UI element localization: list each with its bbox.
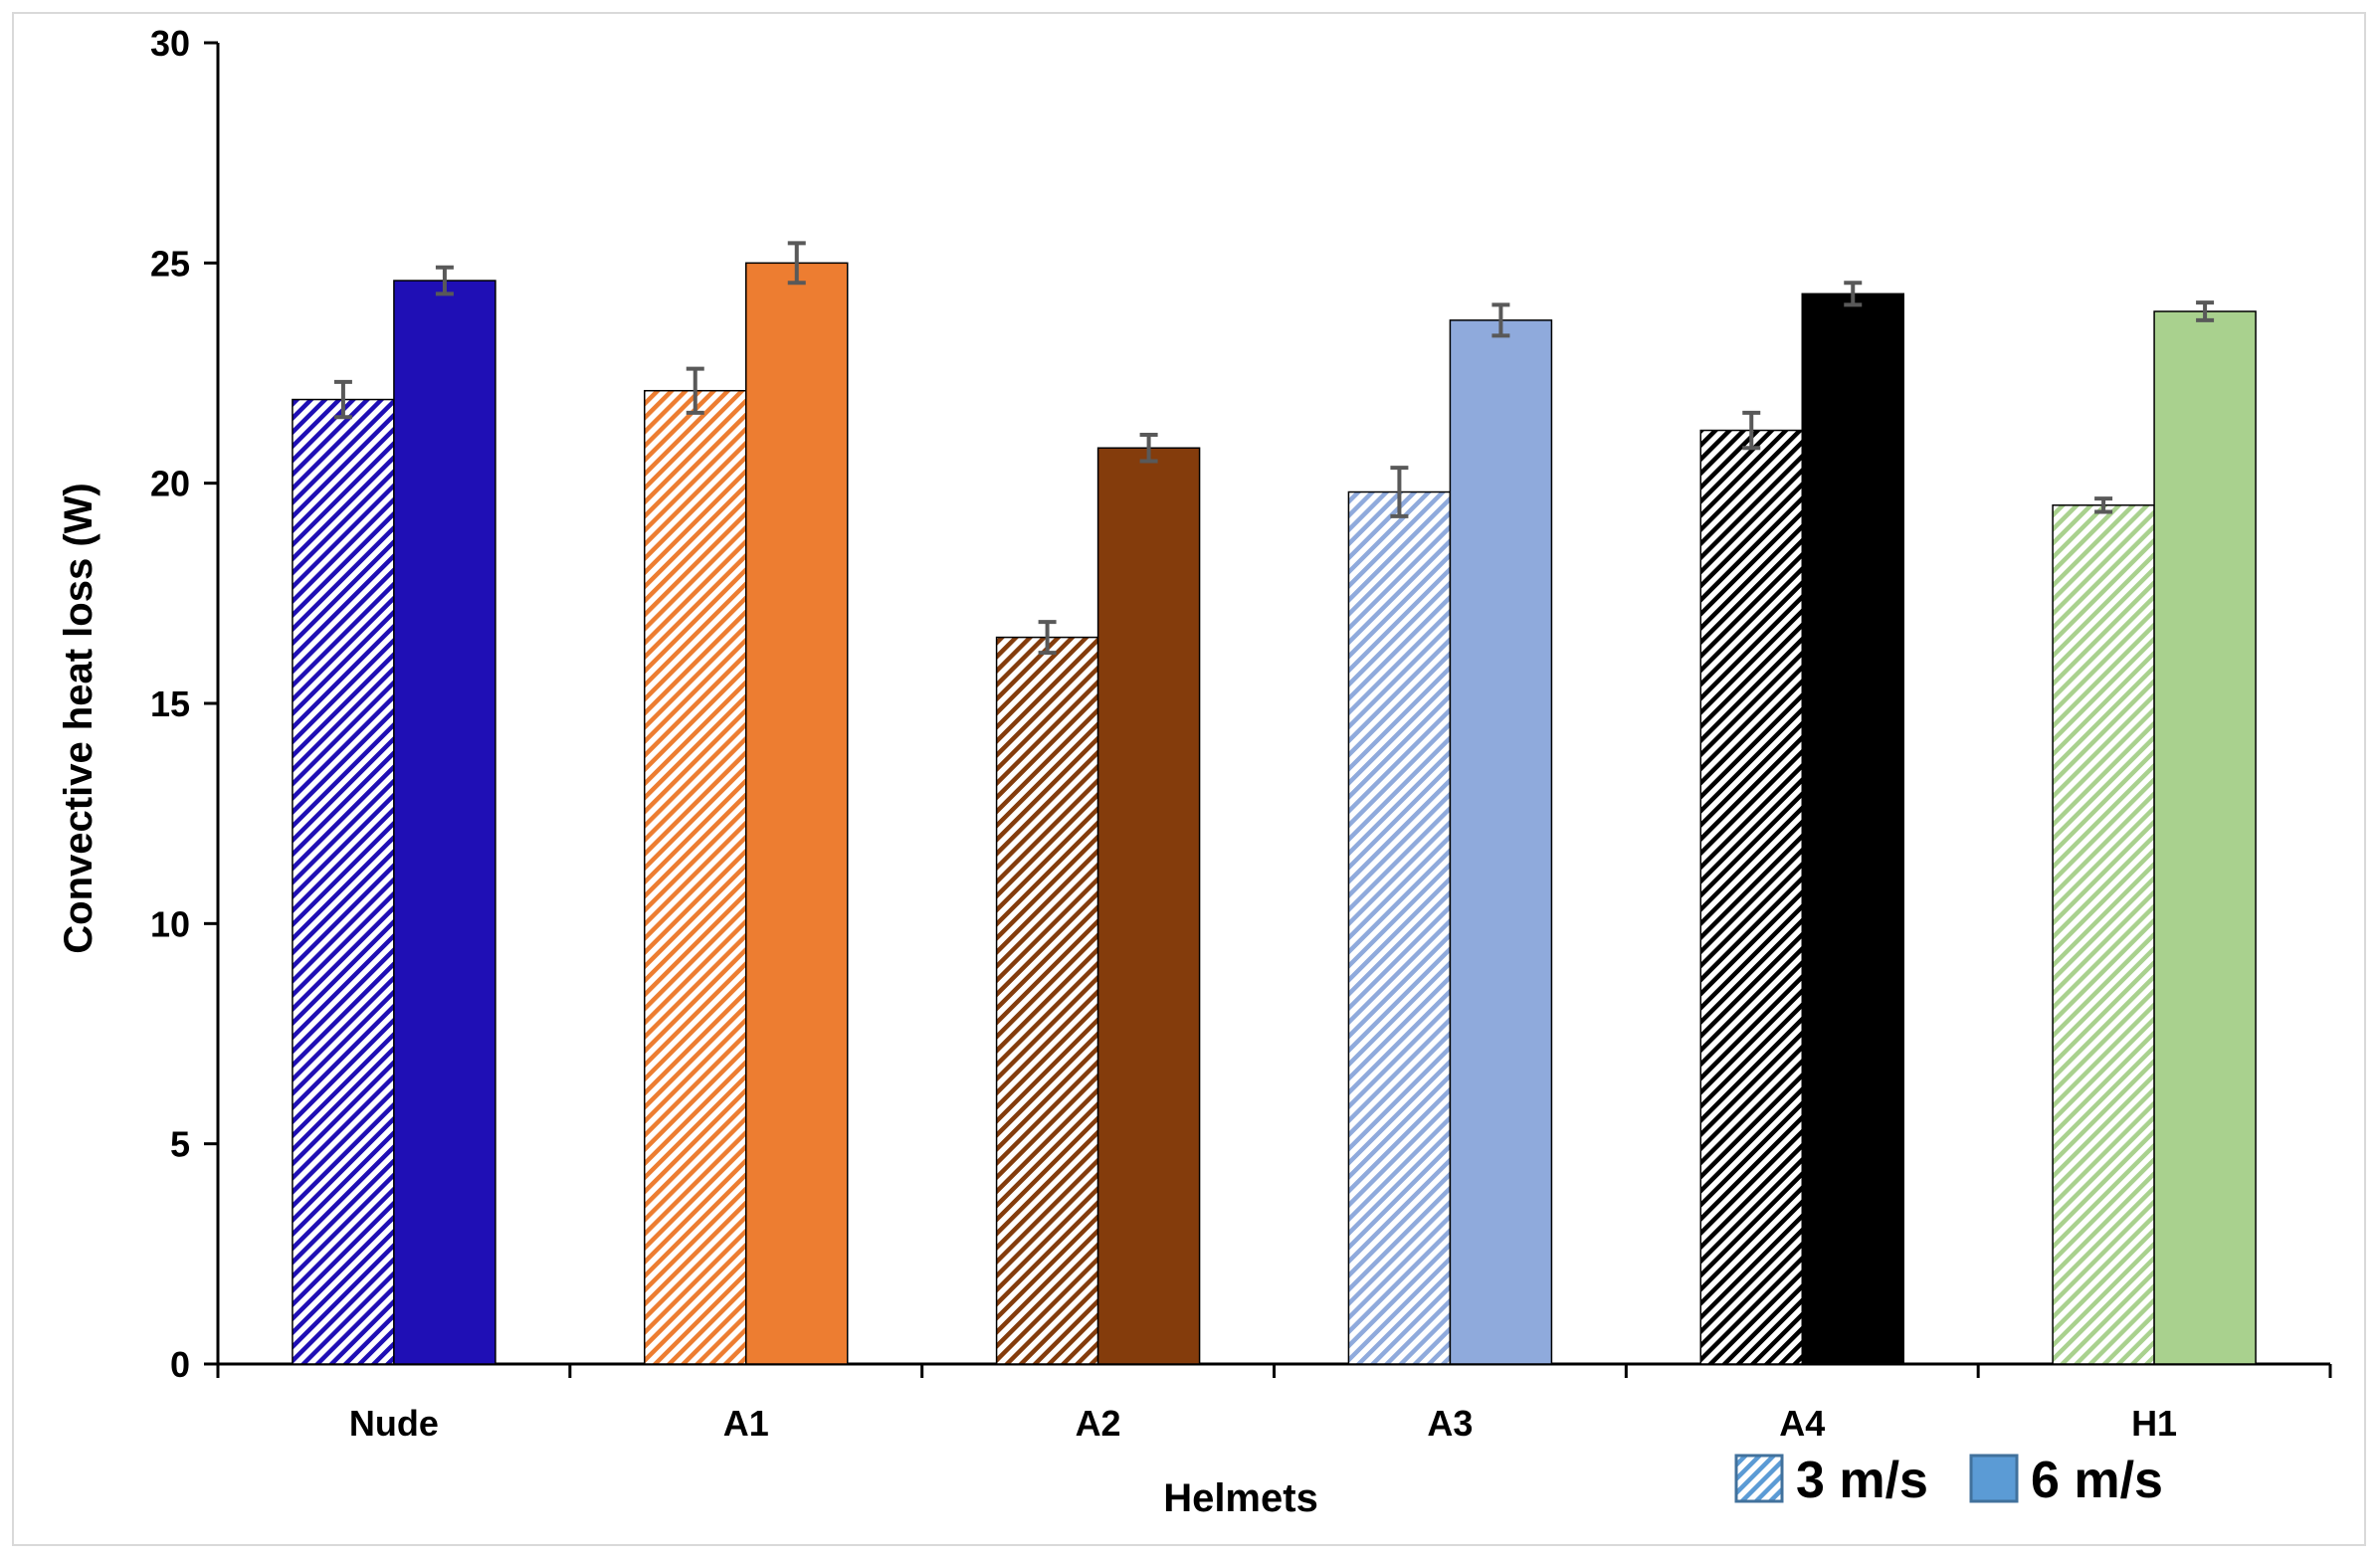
y-tick-labels: 0 5 10 15 20 25 30 [150, 23, 190, 1385]
y-tick-label: 30 [150, 23, 190, 64]
bar-h1-6ms [2153, 310, 2257, 1365]
error-bar [2196, 300, 2215, 322]
error-bar [333, 379, 352, 420]
x-tick-label: A2 [1076, 1403, 1121, 1444]
bar-a4-3ms [1699, 429, 1803, 1365]
error-bar [787, 241, 806, 286]
x-tick-label: A3 [1427, 1403, 1473, 1444]
x-tick-labels: Nude A1 A2 A3 A4 H1 [349, 1403, 2177, 1444]
bar-h1-3ms [2052, 504, 2155, 1365]
error-bar [435, 265, 454, 296]
legend-swatch-6ms [1969, 1454, 2019, 1503]
y-tick-label: 0 [170, 1344, 190, 1385]
bar-nude-6ms [393, 280, 496, 1365]
y-tick-label: 10 [150, 903, 190, 944]
bar-a2-3ms [995, 636, 1099, 1365]
error-bar [686, 366, 704, 415]
x-tick-label: A1 [723, 1403, 769, 1444]
y-tick-label: 25 [150, 243, 190, 284]
x-axis [216, 1362, 2332, 1378]
bar-a3-6ms [1449, 319, 1553, 1365]
y-tick-label: 15 [150, 683, 190, 724]
y-axis-title: Convective heat loss (W) [57, 483, 100, 953]
bar-nude-3ms [292, 398, 395, 1365]
y-tick-label: 5 [170, 1124, 190, 1165]
error-bar [1491, 302, 1510, 338]
x-axis-title: Helmets [1163, 1476, 1318, 1520]
error-bar [1390, 466, 1409, 518]
legend-swatch-3ms [1734, 1454, 1784, 1503]
bar-a3-3ms [1347, 490, 1452, 1365]
error-bar [1844, 281, 1863, 307]
y-axis [204, 41, 220, 1366]
error-bar [2094, 496, 2113, 514]
bar-a4-6ms [1801, 292, 1904, 1365]
error-bar [1139, 432, 1158, 464]
legend-label-3ms: 3 m/s [1796, 1452, 1928, 1509]
x-tick-label: H1 [2131, 1403, 2177, 1444]
error-bar [1038, 620, 1057, 656]
bar-a1-6ms [745, 262, 849, 1365]
x-tick-label: A4 [1779, 1403, 1825, 1444]
legend-label-6ms: 6 m/s [2031, 1452, 2163, 1509]
error-bars [333, 241, 2215, 656]
bar-chart: Nude A1 A2 A3 A4 H1 0 5 10 15 20 25 30 Convective h… [57, 23, 2332, 1520]
x-tick-label: Nude [349, 1403, 439, 1444]
error-bar [1742, 410, 1761, 451]
y-tick-label: 20 [150, 464, 190, 504]
chart-frame: Nude A1 A2 A3 A4 H1 0 5 10 15 20 25 30 Convective h… [12, 12, 2366, 1546]
bar-a2-6ms [1096, 447, 1201, 1365]
legend: 3 m/s 6 m/s [1734, 1452, 2163, 1509]
bars [292, 262, 2257, 1365]
bar-a1-3ms [644, 389, 747, 1365]
